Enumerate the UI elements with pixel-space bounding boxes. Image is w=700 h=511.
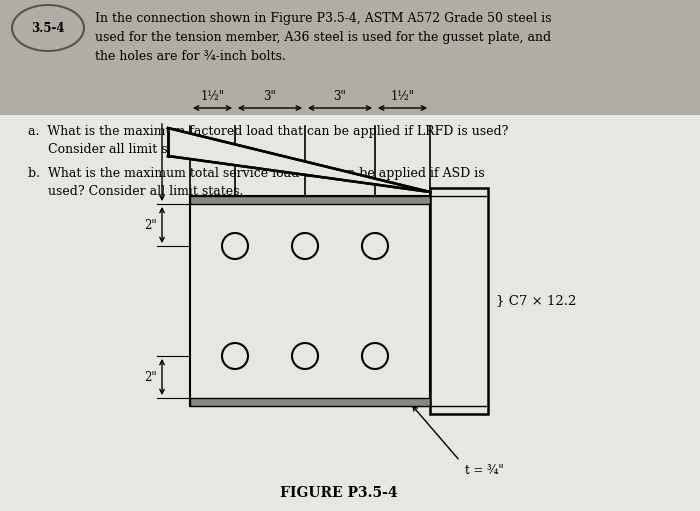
Bar bbox=[430, 188, 488, 414]
Text: a.  What is the maximum factored load that can be applied if LRFD is used?: a. What is the maximum factored load tha… bbox=[28, 125, 508, 138]
Text: used? Consider all limit states.: used? Consider all limit states. bbox=[28, 185, 244, 198]
Bar bbox=[190, 398, 430, 406]
Circle shape bbox=[292, 233, 318, 259]
Text: t = ¾": t = ¾" bbox=[465, 464, 504, 477]
Text: Consider all limit states.: Consider all limit states. bbox=[28, 143, 203, 156]
Circle shape bbox=[292, 343, 318, 369]
Circle shape bbox=[362, 233, 388, 259]
Text: In the connection shown in Figure P3.5-4, ASTM A572 Grade 50 steel is: In the connection shown in Figure P3.5-4… bbox=[95, 12, 552, 25]
Circle shape bbox=[222, 343, 248, 369]
Text: 3": 3" bbox=[264, 90, 276, 103]
Circle shape bbox=[222, 233, 248, 259]
Bar bbox=[190, 196, 430, 406]
Text: 1½": 1½" bbox=[200, 90, 225, 103]
Text: used for the tension member, A36 steel is used for the gusset plate, and: used for the tension member, A36 steel i… bbox=[95, 31, 551, 44]
Bar bbox=[0, 0, 700, 115]
Text: 3.5-4: 3.5-4 bbox=[32, 21, 64, 35]
Text: FIGURE P3.5-4: FIGURE P3.5-4 bbox=[280, 486, 398, 500]
Polygon shape bbox=[168, 128, 430, 192]
Text: 2": 2" bbox=[144, 370, 157, 383]
Bar bbox=[0, 115, 700, 511]
Text: 1½": 1½" bbox=[391, 90, 414, 103]
Text: } C7 × 12.2: } C7 × 12.2 bbox=[496, 294, 576, 308]
Text: b.  What is the maximum total service load that can be applied if ASD is: b. What is the maximum total service loa… bbox=[28, 167, 484, 180]
Text: 2": 2" bbox=[144, 219, 157, 231]
Text: the holes are for ¾-inch bolts.: the holes are for ¾-inch bolts. bbox=[95, 50, 286, 63]
Circle shape bbox=[362, 343, 388, 369]
Text: 3": 3" bbox=[334, 90, 346, 103]
Bar bbox=[190, 196, 430, 204]
